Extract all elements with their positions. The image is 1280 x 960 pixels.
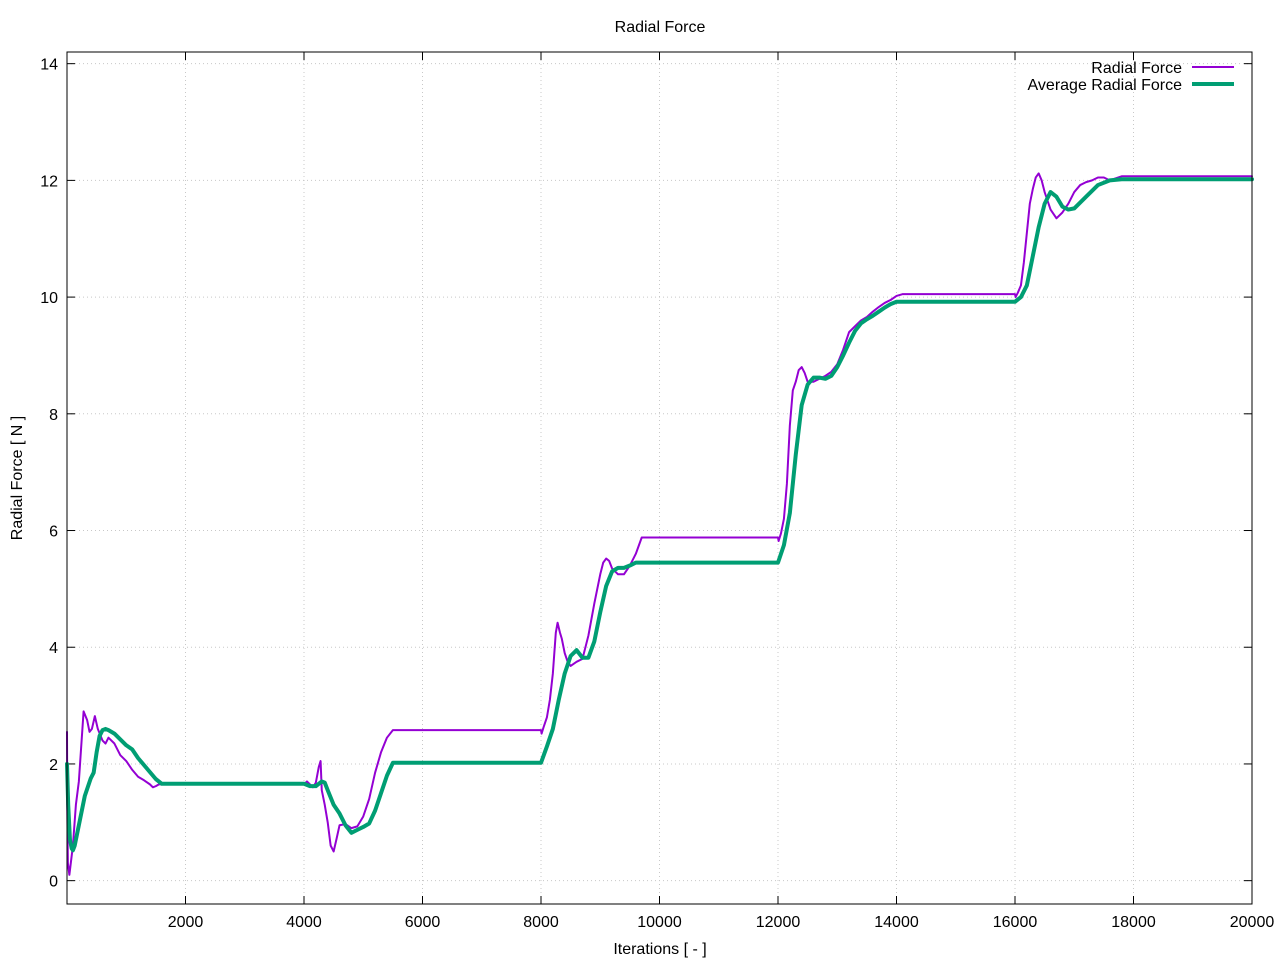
- y-tick-label: 0: [49, 874, 58, 891]
- series-lines: [65, 172, 1254, 876]
- plot-frame: [66, 51, 1253, 905]
- x-axis-label: Iterations [ - ]: [613, 941, 706, 958]
- series-radial-force-line: [66, 172, 1253, 876]
- series-average-radial-force-line: [65, 177, 1254, 853]
- x-tick-label: 4000: [286, 914, 322, 931]
- x-tick-label: 8000: [523, 914, 559, 931]
- y-tick-label: 14: [40, 57, 58, 74]
- y-tick-label: 6: [49, 524, 58, 541]
- x-tick-label: 14000: [874, 914, 919, 931]
- x-tick-label: 18000: [1111, 914, 1156, 931]
- x-tick-label: 2000: [168, 914, 204, 931]
- y-tick-label: 2: [49, 757, 58, 774]
- chart-title: Radial Force: [615, 19, 706, 36]
- y-tick-label: 12: [40, 173, 58, 190]
- x-tick-label: 16000: [993, 914, 1038, 931]
- x-tick-label: 10000: [637, 914, 682, 931]
- y-tick-label: 10: [40, 290, 58, 307]
- legend-label-average-radial-force: Average Radial Force: [1028, 77, 1183, 94]
- legend: Radial Force Average Radial Force: [1028, 60, 1234, 94]
- legend-label-radial-force: Radial Force: [1091, 60, 1182, 77]
- y-tick-label: 4: [49, 640, 58, 657]
- x-tick-label: 12000: [756, 914, 801, 931]
- x-tick-label: 6000: [405, 914, 441, 931]
- x-tick-label: 20000: [1230, 914, 1275, 931]
- y-axis-label: Radial Force [ N ]: [9, 416, 26, 540]
- grid: [67, 52, 1252, 904]
- y-tick-label: 8: [49, 407, 58, 424]
- axis-ticks: 2000 4000 6000 8000 10000 12000 14000 16000 1800…: [40, 52, 1274, 931]
